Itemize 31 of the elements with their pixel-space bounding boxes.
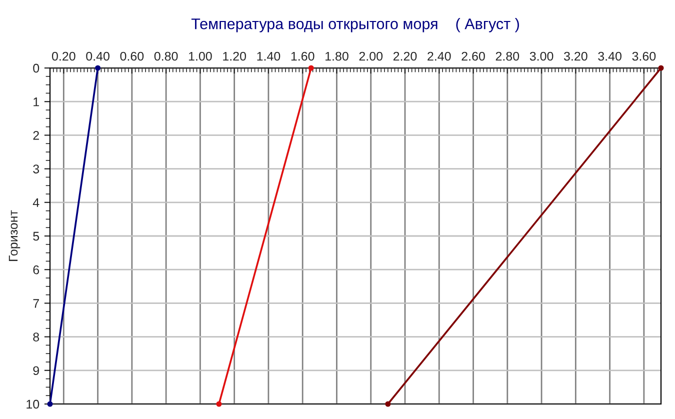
y-axis-title: Горизонт — [8, 210, 20, 261]
x-tick-label: 0.80 — [154, 52, 178, 61]
y-tick-label: 4 — [32, 198, 40, 207]
y-tick-label: 8 — [33, 332, 40, 342]
x-tick-label: 0.20 — [52, 52, 76, 61]
y-tick-label: 3 — [33, 164, 40, 174]
x-tick-label: 2.80 — [496, 52, 520, 61]
y-tick-label: 0 — [33, 64, 40, 73]
y-tick-label: 9 — [33, 366, 39, 376]
x-tick-label: 2.60 — [462, 52, 485, 61]
chart-title: Температура воды открытого моря ( Август ) — [191, 18, 519, 32]
y-tick-label: 1 — [34, 98, 39, 106]
x-tick-label: 1.00 — [188, 52, 212, 61]
x-tick-label: 2.00 — [359, 52, 383, 61]
x-tick-label: 3.40 — [598, 52, 622, 61]
x-tick-label: 1.60 — [291, 52, 314, 61]
x-tick-label: 1.20 — [223, 52, 246, 61]
x-tick-label: 3.60 — [632, 52, 656, 61]
y-tick-label: 7 — [33, 299, 39, 308]
x-tick-label: 3.20 — [564, 52, 588, 61]
x-tick-label: 1.80 — [326, 52, 348, 61]
y-tick-label: 2 — [33, 131, 39, 140]
x-tick-label: 2.20 — [393, 52, 417, 61]
x-tick-label: 0.60 — [120, 52, 144, 61]
x-tick-label: 0.40 — [86, 52, 110, 61]
x-tick-label: 3.00 — [530, 52, 554, 61]
x-tick-label: 1.40 — [257, 52, 280, 61]
y-tick-label: 10 — [26, 400, 40, 409]
y-tick-label: 6 — [33, 265, 40, 274]
x-tick-label: 2.40 — [428, 52, 451, 61]
y-tick-label: 5 — [33, 232, 40, 241]
